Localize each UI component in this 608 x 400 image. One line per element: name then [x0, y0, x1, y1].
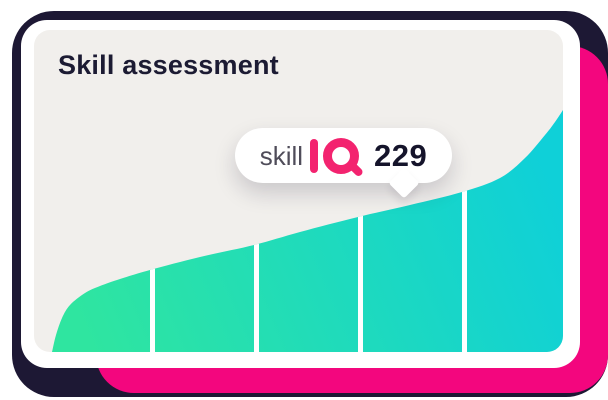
skill-iq-score: 229: [374, 138, 428, 173]
chart-panel: Skill assessment: [34, 30, 563, 352]
iq-logo-i-bar: [310, 138, 319, 173]
card-title: Skill assessment: [58, 50, 279, 80]
iq-logo-q-circle: [323, 137, 360, 174]
skill-iq-logo-icon: [310, 137, 365, 178]
skill-assessment-card: Skill assessment: [21, 20, 580, 368]
iq-logo-q-ring: [323, 137, 365, 178]
distribution-area: [52, 110, 563, 352]
skill-distribution-chart: [52, 110, 563, 352]
iq-logo-q-tail: [347, 160, 365, 178]
skill-iq-badge: skill 229: [235, 128, 452, 199]
quintile-divider: [462, 110, 467, 352]
skill-iq-label: skill: [259, 140, 304, 171]
quintile-divider: [358, 110, 363, 352]
badge-content: skill 229: [259, 137, 428, 178]
